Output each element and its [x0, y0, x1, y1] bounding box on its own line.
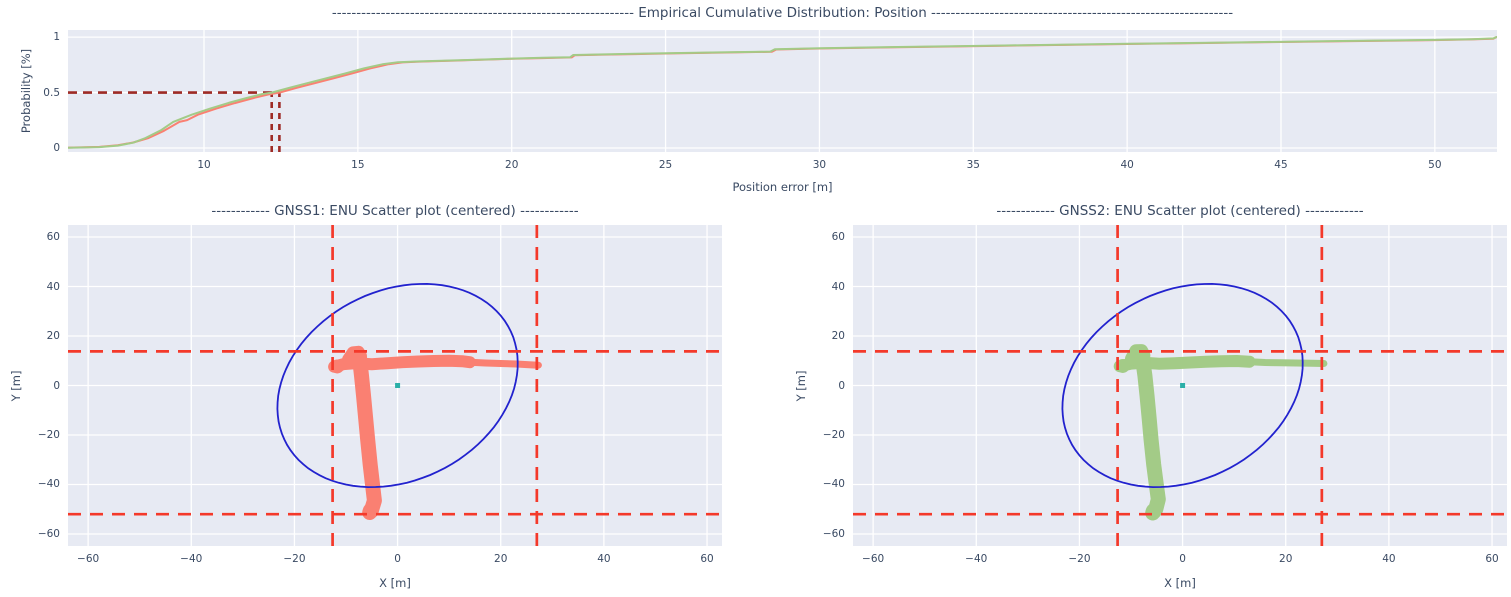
y-tick-label: 40	[831, 280, 845, 293]
covariance-ellipse	[1061, 282, 1304, 489]
gnss2-scatter-plot: ------------ GNSS2: ENU Scatter plot (ce…	[794, 203, 1507, 590]
x-tick-label: 35	[966, 159, 980, 171]
x-tick-label: 10	[197, 159, 211, 171]
y-tick-label: −60	[37, 527, 60, 540]
gnss2-title: ------------ GNSS2: ENU Scatter plot (ce…	[996, 203, 1364, 219]
origin-marker	[395, 383, 401, 388]
y-tick-label: 40	[46, 280, 60, 293]
x-tick-label: 15	[351, 159, 365, 171]
x-tick-label: 30	[812, 159, 827, 171]
ecdf-plot: ----------------------------------------…	[19, 5, 1497, 194]
y-tick-label: 0	[53, 379, 60, 392]
x-tick-label: −20	[1068, 553, 1091, 565]
x-tick-label: 0	[394, 553, 401, 565]
x-tick-label: −60	[77, 553, 100, 565]
x-tick-label: 20	[1279, 553, 1293, 565]
gnss1-canvas	[68, 225, 722, 546]
y-tick-label: 0	[53, 142, 60, 154]
gnss1-x-axis-label: X [m]	[379, 576, 411, 590]
x-tick-label: 20	[505, 159, 519, 171]
x-tick-label: 0	[1179, 553, 1186, 565]
trace-end-dot	[1145, 503, 1162, 520]
y-tick-label: −60	[822, 527, 845, 540]
x-tick-label: −20	[283, 553, 306, 565]
x-tick-label: 45	[1274, 159, 1288, 171]
y-tick-label: −40	[37, 478, 60, 491]
x-tick-label: −40	[965, 553, 988, 565]
x-tick-label: −40	[180, 553, 203, 565]
x-tick-label: 40	[1382, 553, 1396, 565]
y-tick-label: −20	[822, 428, 845, 441]
y-tick-label: −20	[37, 428, 60, 441]
x-tick-label: 40	[1120, 159, 1134, 171]
trace-end-dot	[1115, 358, 1130, 373]
ecdf-y-axis-label: Probability [%]	[19, 48, 33, 134]
gnss2-x-axis-label: X [m]	[1164, 576, 1196, 590]
trace-east-track-thin	[1246, 358, 1328, 367]
ecdf-y-axis: 0 0.5 1	[22, 30, 68, 154]
x-tick-label: 25	[658, 159, 673, 171]
gnss1-scatter-plot: ------------ GNSS1: ENU Scatter plot (ce…	[9, 203, 722, 590]
ecdf-canvas	[68, 30, 1497, 152]
x-tick-label: 20	[494, 553, 508, 565]
y-tick-label: 1	[53, 31, 60, 44]
gnss1-title: ------------ GNSS1: ENU Scatter plot (ce…	[211, 203, 579, 219]
gnss2-x-axis: −60 −40 −20 0 20 40 60	[853, 546, 1507, 568]
ecdf-x-axis: 10 15 20 25 30 35 40 45 50	[68, 152, 1497, 174]
ecdf-x-axis-label: Position error [m]	[732, 180, 833, 194]
y-tick-label: 60	[831, 231, 845, 243]
gnss2-canvas	[853, 225, 1507, 546]
x-tick-label: 60	[1485, 553, 1499, 565]
y-tick-label: 0.5	[43, 86, 60, 99]
trace-east-track-thin	[466, 358, 542, 369]
y-tick-label: 0	[838, 379, 845, 392]
x-tick-label: 60	[700, 553, 714, 565]
x-tick-label: 50	[1428, 159, 1442, 171]
x-tick-label: 40	[597, 553, 611, 565]
ecdf-curve-GNSS2	[68, 36, 1497, 149]
y-tick-label: 20	[831, 330, 845, 342]
trace-end-dot	[362, 502, 379, 519]
covariance-ellipse	[276, 282, 519, 489]
x-tick-label: −60	[862, 553, 885, 565]
gnss1-y-axis: −60 −40 −20 0 20 40 60	[22, 225, 68, 546]
ecdf-title: ----------------------------------------…	[331, 5, 1234, 21]
y-tick-label: −40	[822, 478, 845, 491]
gnss2-y-axis: −60 −40 −20 0 20 40 60	[807, 225, 853, 546]
y-tick-label: 60	[46, 231, 60, 243]
gnss1-x-axis: −60 −40 −20 0 20 40 60	[68, 546, 722, 568]
y-tick-label: 20	[46, 330, 60, 342]
origin-marker	[1180, 383, 1186, 388]
gnss1-y-axis-label: Y [m]	[9, 370, 23, 401]
gnss2-y-axis-label: Y [m]	[794, 370, 808, 401]
